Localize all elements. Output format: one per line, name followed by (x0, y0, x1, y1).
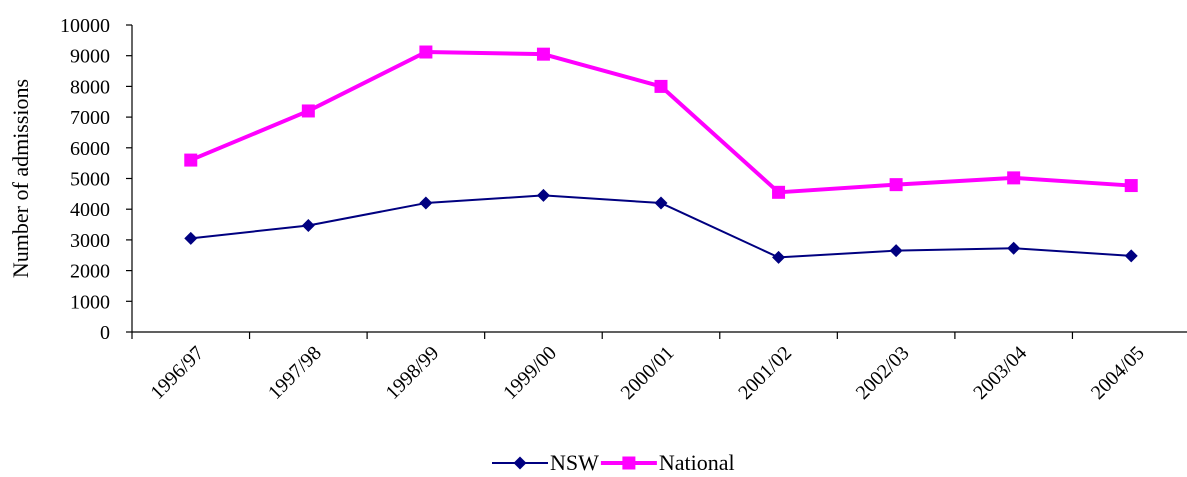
nsw-point (889, 244, 903, 258)
national-point (419, 45, 433, 59)
x-tick-label: 2002/03 (852, 342, 914, 404)
x-tick-label: 2003/04 (969, 342, 1031, 404)
y-axis-title: Number of admissions (8, 79, 33, 278)
legend-marker-nsw (513, 456, 527, 470)
series-layer (184, 45, 1138, 264)
y-axis: 0 1000 2000 3000 4000 5000 6000 7000 8000 9000 100… (60, 15, 133, 344)
x-tick-label: 1998/99 (382, 342, 444, 404)
national-point (1007, 171, 1021, 185)
legend-label-nsw: NSW (550, 450, 599, 475)
national-point (772, 185, 786, 199)
y-tick-label: 3000 (70, 230, 110, 252)
y-tick-label: 2000 (70, 261, 110, 283)
nsw-point (301, 218, 315, 232)
y-tick-label: 10000 (60, 15, 110, 37)
nsw-point (654, 196, 668, 210)
nsw-point (419, 196, 433, 210)
legend-marker-national (622, 456, 636, 470)
nsw-point (772, 250, 786, 264)
y-tick-label: 6000 (70, 138, 110, 160)
national-point (889, 178, 903, 192)
nsw-point (1007, 241, 1021, 255)
legend-label-national: National (659, 450, 735, 475)
nsw-point (536, 188, 550, 202)
national-point (184, 153, 198, 167)
y-tick-label: 0 (100, 322, 110, 344)
y-tick-label: 4000 (70, 199, 110, 221)
legend-item-national: National (600, 450, 735, 475)
x-tick-label: 2000/01 (617, 342, 679, 404)
x-tick-label: 1996/97 (146, 342, 208, 404)
legend: NSW National (492, 450, 735, 475)
y-tick-label: 1000 (70, 291, 110, 313)
nsw-point (1124, 249, 1138, 263)
y-tick-label: 8000 (70, 76, 110, 98)
nsw-point (184, 231, 198, 245)
x-axis: 1996/97 1997/98 1998/99 1999/00 2000/01 2001/… (131, 331, 1187, 404)
y-tick-label: 9000 (70, 46, 110, 68)
x-tick-label: 1997/98 (264, 342, 326, 404)
y-tick-label: 7000 (70, 107, 110, 129)
national-line (190, 50, 1132, 195)
national-point (654, 79, 668, 93)
national-point (301, 104, 315, 118)
x-tick-label: 1999/00 (499, 342, 561, 404)
y-tick-label: 5000 (70, 169, 110, 191)
series-nsw (184, 188, 1138, 264)
national-point (1124, 179, 1138, 193)
series-national (184, 45, 1138, 199)
x-tick-label: 2004/05 (1087, 342, 1149, 404)
national-point (536, 47, 550, 61)
x-tick-label: 2001/02 (734, 342, 796, 404)
legend-item-nsw: NSW (492, 450, 599, 475)
